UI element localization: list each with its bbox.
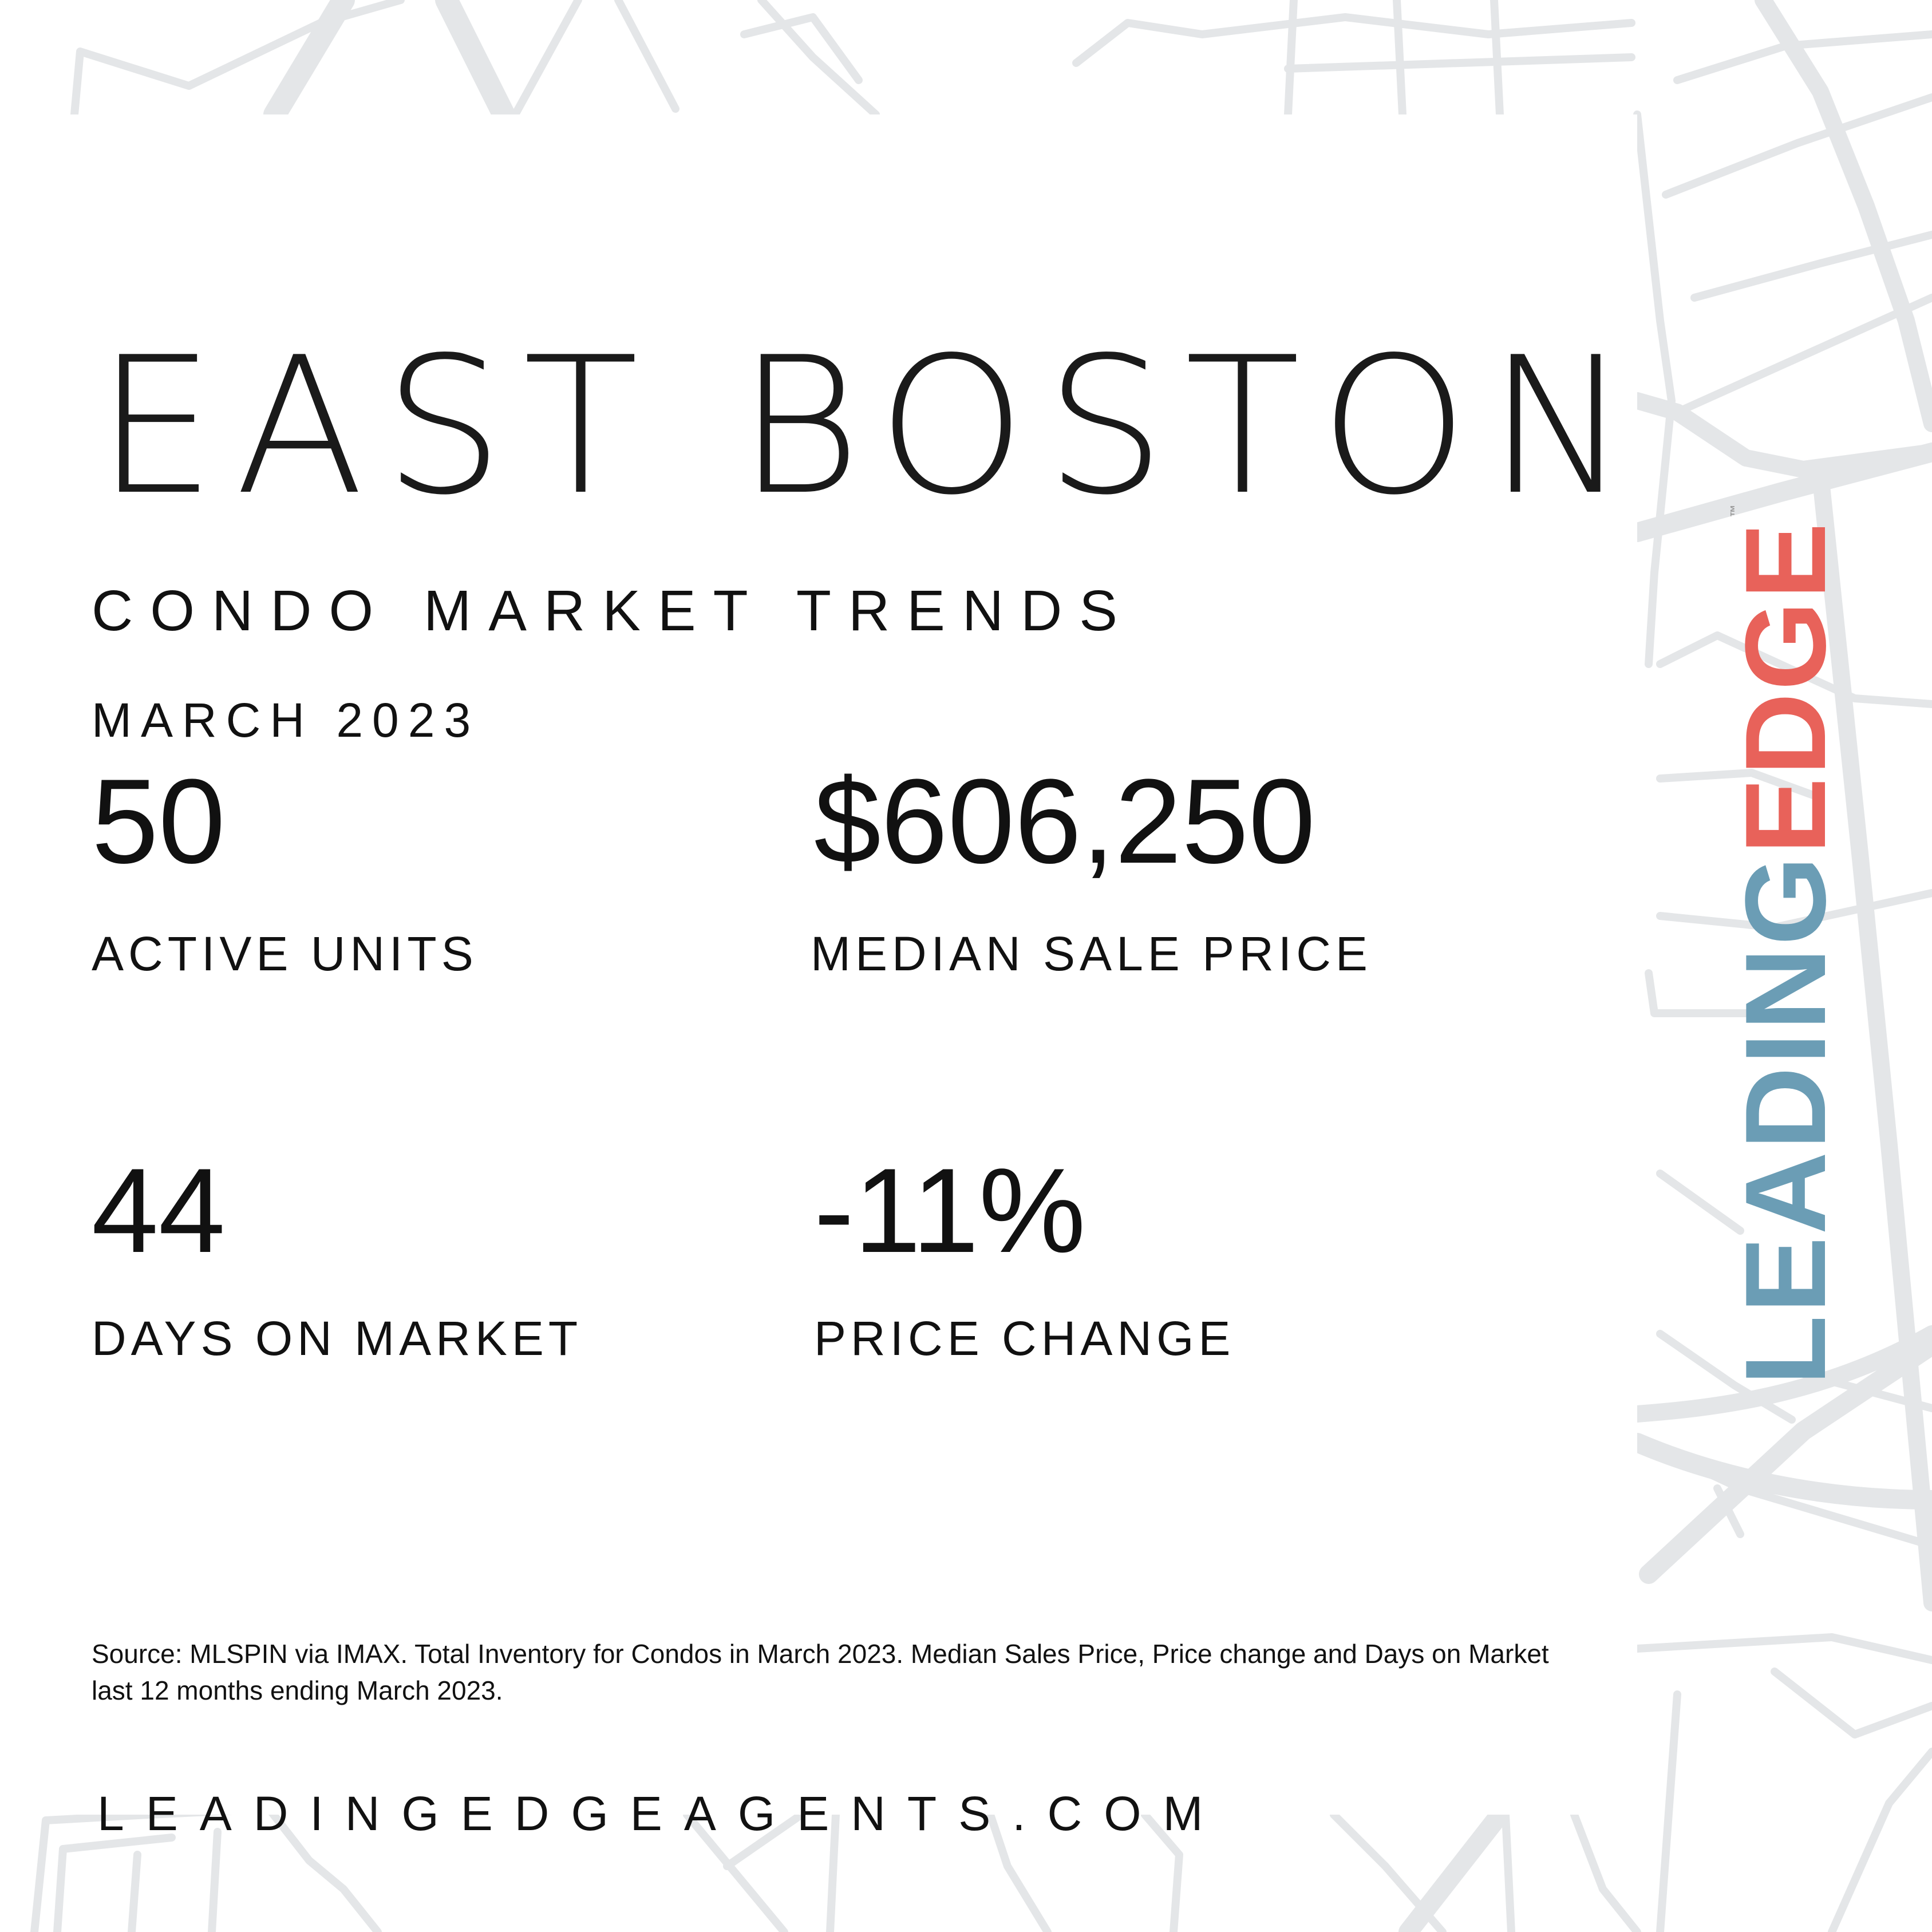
content-card: EAST BOSTON CONDO MARKET TRENDS MARCH 20… — [0, 114, 1637, 1840]
page-title: EAST BOSTON — [96, 317, 1649, 536]
leading-edge-logo: LEADINGEDGE ™ — [1722, 502, 1850, 1385]
logo-leading-text: LEADING — [1722, 854, 1850, 1385]
page-subtitle: CONDO MARKET TRENDS — [92, 579, 1135, 643]
report-date: MARCH 2023 — [92, 693, 480, 747]
source-note: Source: MLSPIN via IMAX. Total Inventory… — [92, 1639, 1549, 1705]
days-on-market-label: DAYS ON MARKET — [92, 1311, 583, 1365]
median-sale-price-label: MEDIAN SALE PRICE — [811, 927, 1372, 981]
price-change-value: -11% — [814, 1143, 1086, 1278]
active-units-label: ACTIVE UNITS — [92, 927, 478, 981]
days-on-market-value: 44 — [92, 1143, 226, 1278]
website-link[interactable]: LEADINGEDGEAGENTS.COM — [97, 1787, 1225, 1840]
active-units-value: 50 — [92, 754, 226, 888]
logo-edge-text: EDGE — [1722, 520, 1850, 854]
median-sale-price-value: $606,250 — [814, 754, 1315, 888]
logo-trademark: ™ — [1728, 502, 1742, 517]
price-change-label: PRICE CHANGE — [814, 1311, 1235, 1365]
